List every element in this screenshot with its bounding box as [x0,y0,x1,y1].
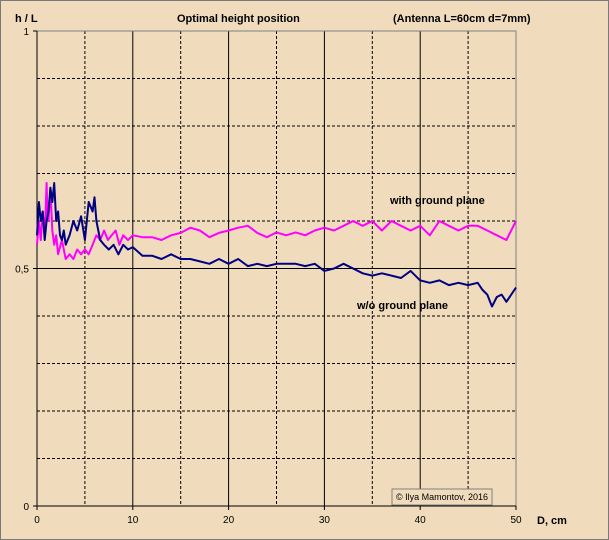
series-lines [36,182,517,308]
label-without-ground-plane: w/o ground plane [356,300,448,312]
series-line-without-ground-plane [36,182,517,308]
x-tick-label: 20 [223,515,235,526]
y-tick-label: 0,5 [15,265,29,276]
x-tick-label: 0 [34,515,40,526]
grid [36,30,517,507]
x-tick-label: 30 [319,515,331,526]
copyright-box [391,488,493,506]
y-tick-label: 1 [23,27,29,38]
series-line-with-ground-plane [36,182,517,260]
label-with-ground-plane: with ground plane [389,195,485,207]
x-tick-label: 40 [415,515,427,526]
x-axis-label: D, cm [537,515,567,527]
chart-subtitle: (Antenna L=60cm d=7mm) [393,13,531,25]
chart-title: Optimal height position [177,13,300,25]
y-axis-label: h / L [15,13,38,25]
tick-labels: 0 10 20 30 40 50 0 0,5 1 [15,27,522,526]
y-tick-label: 0 [23,502,29,513]
x-tick-label: 10 [127,515,139,526]
copyright-note: © Ilya Mamontov, 2016 [396,492,488,502]
x-tick-label: 50 [510,515,522,526]
